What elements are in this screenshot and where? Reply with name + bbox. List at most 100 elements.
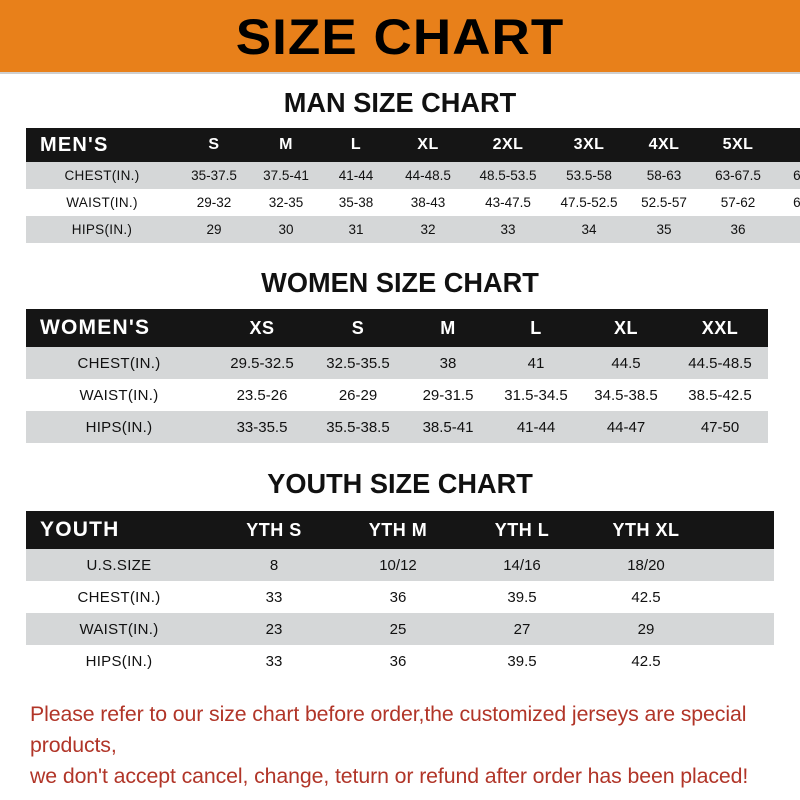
women-row-label-1: WAIST(IN.)	[26, 379, 212, 411]
women-cell-2-0: 33-35.5	[212, 411, 312, 443]
youth-cell-pad	[708, 549, 774, 581]
youth-cell-pad	[708, 613, 774, 645]
youth-table-wrap: YOUTH YTH S YTH M YTH L YTH XL U.S.SIZE 8 10/12…	[0, 511, 800, 677]
youth-cell-1-3: 42.5	[584, 581, 708, 613]
man-cell-2-7: 36	[700, 216, 776, 243]
man-cell-2-3: 32	[390, 216, 466, 243]
order-policy-note: Please refer to our size chart before or…	[30, 699, 774, 793]
women-table-wrap: WOMEN'S XS S M L XL XXL CHEST(IN.) 29.5-32.5 32.5…	[0, 309, 800, 443]
man-cell-0-4: 48.5-53.5	[466, 162, 550, 189]
page-banner: SIZE CHART	[0, 0, 800, 74]
women-cell-2-1: 35.5-38.5	[312, 411, 404, 443]
youth-cell-0-2: 14/16	[460, 549, 584, 581]
table-row: HIPS(IN.)293031323334353637	[26, 216, 800, 243]
women-size-header-0: XS	[212, 309, 312, 347]
youth-cell-1-1: 36	[336, 581, 460, 613]
women-row-label-0: CHEST(IN.)	[26, 347, 212, 379]
man-size-table: MEN'SSMLXL2XL3XL4XL5XL6XLCHEST(IN.)35-37…	[26, 128, 800, 243]
man-cell-2-6: 35	[628, 216, 700, 243]
man-size-header-4: 2XL	[466, 128, 550, 162]
women-section-title: WOMEN SIZE CHART	[261, 267, 539, 298]
man-section-title: MAN SIZE CHART	[283, 87, 517, 118]
youth-header-pad	[708, 511, 774, 549]
page-title: SIZE CHART	[235, 9, 565, 65]
man-cell-2-5: 34	[550, 216, 628, 243]
youth-size-header-2: YTH L	[460, 511, 584, 549]
youth-cell-3-1: 36	[336, 645, 460, 677]
man-size-header-8: 6XL	[776, 128, 800, 162]
youth-cell-1-2: 39.5	[460, 581, 584, 613]
youth-header-row: YOUTH YTH S YTH M YTH L YTH XL	[26, 511, 774, 549]
man-size-header-0: S	[178, 128, 250, 162]
youth-row-label-1: CHEST(IN.)	[26, 581, 212, 613]
youth-cell-2-3: 29	[584, 613, 708, 645]
women-cell-0-2: 38	[404, 347, 492, 379]
man-cell-0-5: 53.5-58	[550, 162, 628, 189]
youth-cell-2-0: 23	[212, 613, 336, 645]
youth-cell-0-1: 10/12	[336, 549, 460, 581]
table-row: WAIST(IN.) 23.5-26 26-29 29-31.5 31.5-34.5 34…	[26, 379, 768, 411]
youth-size-header-1: YTH M	[336, 511, 460, 549]
women-cell-0-1: 32.5-35.5	[312, 347, 404, 379]
order-policy-line-1: Please refer to our size chart before or…	[30, 702, 747, 758]
table-row: U.S.SIZE 8 10/12 14/16 18/20	[26, 549, 774, 581]
youth-cell-2-2: 27	[460, 613, 584, 645]
man-cell-0-0: 35-37.5	[178, 162, 250, 189]
man-size-header-2: L	[322, 128, 390, 162]
youth-cell-3-0: 33	[212, 645, 336, 677]
order-policy-line-2: we don't accept cancel, change, teturn o…	[30, 764, 749, 789]
women-cell-0-4: 44.5	[580, 347, 672, 379]
women-cell-0-3: 41	[492, 347, 580, 379]
table-row: CHEST(IN.) 33 36 39.5 42.5	[26, 581, 774, 613]
man-size-header-6: 4XL	[628, 128, 700, 162]
man-cell-2-4: 33	[466, 216, 550, 243]
man-cell-2-0: 29	[178, 216, 250, 243]
youth-cell-pad	[708, 645, 774, 677]
table-row: WAIST(IN.) 23 25 27 29	[26, 613, 774, 645]
man-cell-0-1: 37.5-41	[250, 162, 322, 189]
women-cell-1-1: 26-29	[312, 379, 404, 411]
table-row: HIPS(IN.) 33-35.5 35.5-38.5 38.5-41 41-44 44-…	[26, 411, 768, 443]
youth-cell-0-0: 8	[212, 549, 336, 581]
man-cell-0-6: 58-63	[628, 162, 700, 189]
man-size-header-1: M	[250, 128, 322, 162]
man-cell-1-0: 29-32	[178, 189, 250, 216]
women-size-header-3: L	[492, 309, 580, 347]
man-cell-0-7: 63-67.5	[700, 162, 776, 189]
women-size-header-2: M	[404, 309, 492, 347]
youth-cell-3-3: 42.5	[584, 645, 708, 677]
table-row: CHEST(IN.) 35-37.5 37.5-41 41-44 44-48.5 48.5…	[26, 162, 800, 189]
man-cell-1-7: 57-62	[700, 189, 776, 216]
women-cell-0-5: 44.5-48.5	[672, 347, 768, 379]
man-size-header-3: XL	[390, 128, 466, 162]
man-cell-1-5: 47.5-52.5	[550, 189, 628, 216]
man-cell-1-2: 35-38	[322, 189, 390, 216]
youth-size-table: YOUTH YTH S YTH M YTH L YTH XL U.S.SIZE 8 10/12…	[26, 511, 774, 677]
man-cell-2-2: 31	[322, 216, 390, 243]
women-cell-2-5: 47-50	[672, 411, 768, 443]
youth-header-label: YOUTH	[26, 511, 212, 549]
man-cell-1-3: 38-43	[390, 189, 466, 216]
table-row: CHEST(IN.) 29.5-32.5 32.5-35.5 38 41 44.5 44.5…	[26, 347, 768, 379]
youth-row-label-0: U.S.SIZE	[26, 549, 212, 581]
table-row: WAIST(IN.) 29-32 32-35 35-38 38-43 43-47.5 47.…	[26, 189, 800, 216]
women-cell-1-2: 29-31.5	[404, 379, 492, 411]
man-table-body: MEN'SSMLXL2XL3XL4XL5XL6XLCHEST(IN.)35-37…	[26, 128, 800, 243]
youth-cell-3-2: 39.5	[460, 645, 584, 677]
women-cell-0-0: 29.5-32.5	[212, 347, 312, 379]
man-cell-0-2: 41-44	[322, 162, 390, 189]
man-cell-1-4: 43-47.5	[466, 189, 550, 216]
women-cell-2-4: 44-47	[580, 411, 672, 443]
youth-row-label-2: WAIST(IN.)	[26, 613, 212, 645]
women-cell-1-4: 34.5-38.5	[580, 379, 672, 411]
women-cell-2-3: 41-44	[492, 411, 580, 443]
women-size-header-4: XL	[580, 309, 672, 347]
youth-size-header-0: YTH S	[212, 511, 336, 549]
youth-row-label-3: HIPS(IN.)	[26, 645, 212, 677]
man-cell-0-3: 44-48.5	[390, 162, 466, 189]
youth-cell-pad	[708, 581, 774, 613]
man-size-header-7: 5XL	[700, 128, 776, 162]
man-table-wrap: MEN'SSMLXL2XL3XL4XL5XL6XLCHEST(IN.)35-37…	[0, 128, 800, 243]
youth-size-header-3: YTH XL	[584, 511, 708, 549]
man-row-label-2: HIPS(IN.)	[26, 216, 178, 243]
